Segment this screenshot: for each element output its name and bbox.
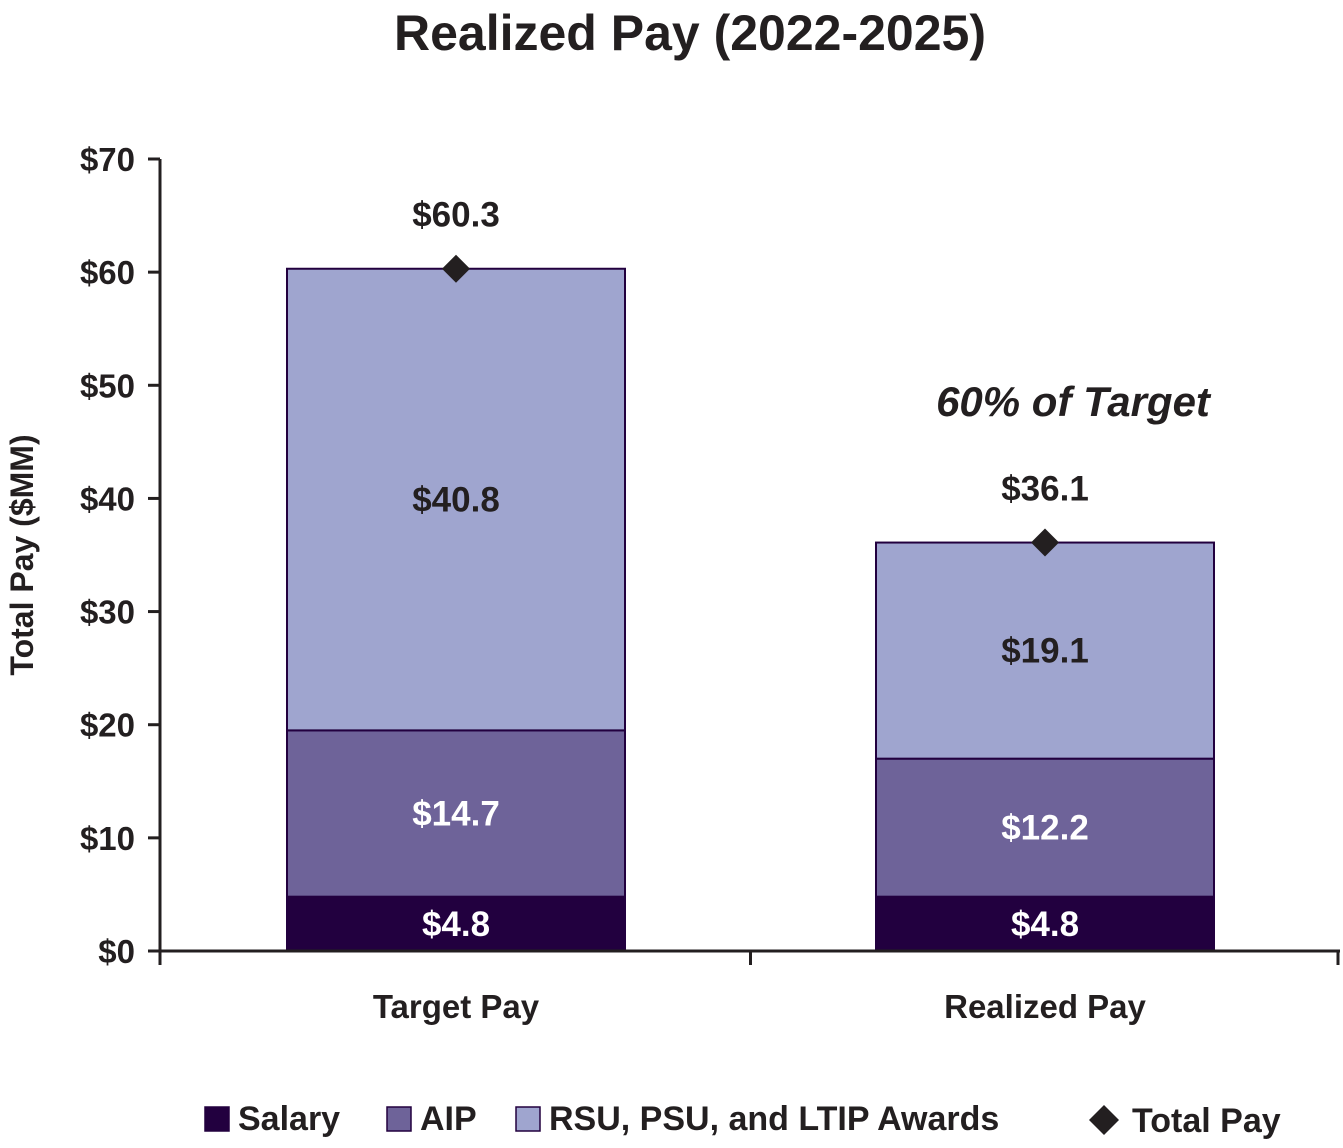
y-tick-label: $40 [80,480,135,517]
total-pay-label: $36.1 [1001,470,1089,509]
legend-item-total-pay: Total Pay [1089,1102,1281,1140]
legend-swatch [386,1106,412,1132]
total-pay-marker [442,254,470,283]
data-label: $4.8 [1011,905,1079,944]
y-tick-label: $70 [80,141,135,178]
legend-item-rsu-psu-and-ltip-awards: RSU, PSU, and LTIP Awards [515,1100,999,1138]
data-label: $12.2 [1001,809,1089,848]
data-label: $4.8 [422,905,490,944]
data-label: $19.1 [1001,632,1089,671]
y-tick-label: $30 [80,594,135,631]
y-tick-label: $60 [80,254,135,291]
legend-item-salary: Salary [204,1100,340,1138]
chart-title: Realized Pay (2022-2025) [394,5,986,61]
y-tick-label: $20 [80,707,135,744]
legend: Salary AIP RSU, PSU, and LTIP Awards Total … [204,1100,1281,1140]
bar-realized-pay-aip [875,757,1215,898]
legend-label: AIP [420,1100,477,1138]
y-tick-label: $50 [80,367,135,404]
bar-target-pay-salary [286,895,626,952]
bar-realized-pay-rsu-psu-and-ltip-awards [875,541,1215,760]
bar-target-pay-aip [286,729,626,898]
total-pay-marker [1031,528,1059,557]
y-tick-label: $0 [98,933,135,970]
annotation-60-percent: 60% of Target [936,378,1212,425]
total-pay-label: $60.3 [412,196,500,235]
plot-area: $4.8 $14.7 $40.8 $4.8 $12.2 $19.1 $0 $10 $20 $30 $… [80,141,1340,1025]
bar-realized-pay-salary [875,895,1215,952]
y-axis-label: Total Pay ($MM) [4,434,40,675]
legend-swatch [204,1106,230,1132]
legend-label: RSU, PSU, and LTIP Awards [549,1100,999,1138]
legend-label: Salary [238,1100,340,1138]
legend-swatch [515,1106,541,1132]
x-tick-label: Target Pay [373,988,540,1025]
x-tick-label: Realized Pay [944,988,1146,1025]
legend-item-aip: AIP [386,1100,477,1138]
y-tick-label: $10 [80,820,135,857]
legend-diamond-icon [1089,1105,1119,1135]
data-label: $14.7 [412,795,500,834]
data-label: $40.8 [412,481,500,520]
legend-label: Total Pay [1132,1102,1281,1140]
